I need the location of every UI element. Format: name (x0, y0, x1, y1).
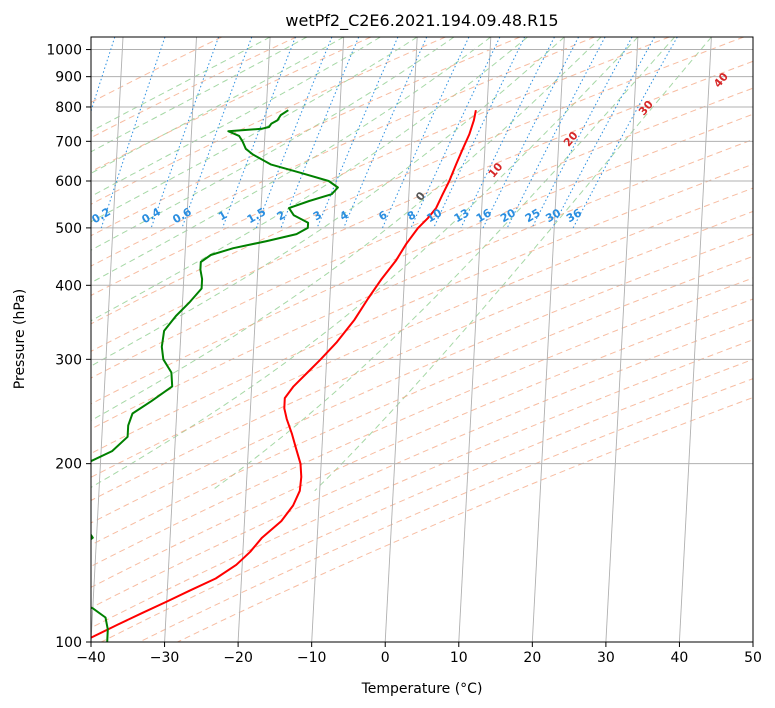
y-tick-label: 700 (55, 134, 82, 150)
mixing-ratio-line (150, 37, 220, 229)
x-tick-label: 30 (597, 650, 615, 666)
mixing-ratio-line (506, 37, 606, 229)
moist-adiabat-line (91, 37, 455, 251)
x-axis: −40 −30 −20 −10 0 10 20 30 40 50 (76, 642, 762, 666)
x-tick-label: 40 (671, 650, 689, 666)
dry-adiabat-line (91, 255, 753, 546)
dry-adiabat-line (91, 37, 222, 104)
plot-frame (90, 36, 754, 643)
moist-adiabat-line (211, 37, 676, 492)
isotherm-line (458, 37, 492, 642)
y-tick-label: 300 (55, 352, 82, 368)
x-tick-label: 10 (450, 650, 468, 666)
moist-adiabat-line (314, 37, 712, 492)
x-tick-label: −30 (150, 650, 180, 666)
y-tick-label: 500 (55, 221, 82, 237)
mixing-ratio-line (91, 37, 116, 113)
dry-adiabat-line (91, 298, 753, 588)
isotherm-line (311, 37, 345, 642)
moist-adiabat-line (91, 37, 492, 284)
mixing-ratio-line (460, 37, 555, 229)
dry-adiabat-line (91, 233, 753, 524)
dry-adiabat-line (91, 87, 753, 379)
moist-adiabat-line (91, 37, 271, 132)
y-tick-label: 900 (55, 70, 82, 86)
chart-title: wetPf2_C2E6.2021.194.09.48.R15 (285, 11, 558, 31)
dry-adiabat-line (91, 113, 753, 405)
isotherm-line (237, 37, 271, 642)
isobars (91, 49, 753, 642)
isotherm-line (164, 37, 197, 642)
moist-adiabat-line (91, 37, 639, 488)
x-tick-label: −10 (297, 650, 327, 666)
mixing-ratio-line (572, 37, 678, 229)
moist-adiabat-line (91, 37, 418, 223)
moist-adiabat-line (91, 37, 381, 197)
y-tick-label: 100 (55, 635, 82, 651)
dry-adiabat-line (91, 319, 753, 609)
mixing-ratio-line (482, 37, 580, 229)
isotherm-line (384, 37, 418, 642)
moist-adiabat-line (91, 37, 565, 367)
isotherm-line (531, 37, 565, 642)
isotherm-line (678, 37, 712, 642)
isotherms (91, 37, 753, 642)
y-tick-label: 1000 (46, 43, 82, 59)
dewpoint-trace (91, 109, 339, 642)
mixing-ratio-line (280, 37, 360, 229)
mixing-ratio-line (343, 37, 428, 229)
y-tick-label: 200 (55, 457, 82, 473)
plot-area: 0.10.20.40.611.52346810131620253036-100-… (91, 37, 753, 642)
moist-adiabat-line (91, 37, 308, 153)
mixing-ratio-lines (91, 37, 678, 229)
y-tick-label: 800 (55, 100, 82, 116)
dry-adiabat-line (91, 139, 753, 430)
mixing-ratio-line (181, 37, 253, 229)
x-tick-label: 0 (381, 650, 390, 666)
dry-adiabat-line (91, 37, 521, 237)
x-tick-label: −40 (76, 650, 106, 666)
x-axis-label: Temperature (°C) (361, 681, 483, 697)
y-axis: 100 200 300 400 500 600 700 800 900 1000 (46, 43, 91, 651)
y-tick-label: 600 (55, 174, 82, 190)
isotherm-line (91, 37, 124, 642)
dry-adiabat-line (91, 163, 753, 455)
dry-adiabat-line (101, 358, 753, 642)
dry-adiabat-line (91, 37, 595, 267)
mixing-ratio-line (531, 37, 633, 229)
y-tick-label: 400 (55, 278, 82, 294)
mixing-ratio-line (100, 37, 166, 229)
mixing-ratio-line (255, 37, 333, 229)
x-tick-label: 50 (744, 650, 762, 666)
x-tick-label: 20 (523, 650, 541, 666)
dry-adiabat-line (91, 187, 753, 478)
temperature-trace (91, 110, 477, 639)
dry-adiabat-line (91, 37, 670, 296)
dry-adiabat-line (139, 378, 753, 642)
mixing-ratio-line (551, 37, 655, 229)
isotherm-line (605, 37, 639, 642)
x-tick-label: −20 (223, 650, 253, 666)
y-axis-label: Pressure (hPa) (12, 289, 28, 389)
sounding-traces (91, 109, 477, 642)
mixing-ratio-line (222, 37, 296, 229)
